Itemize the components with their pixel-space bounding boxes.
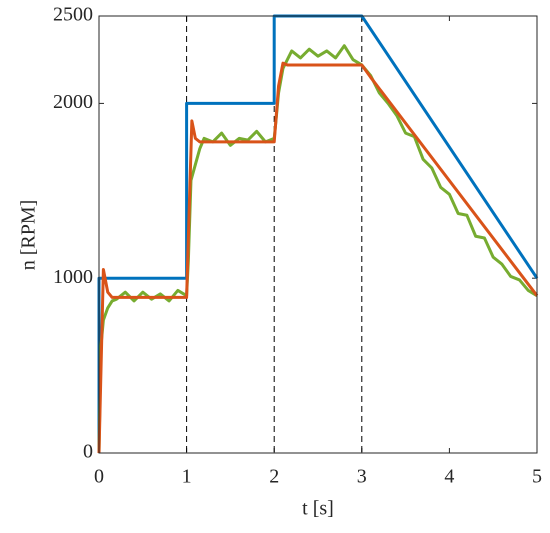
y-tick-label: 1000 (53, 266, 93, 288)
y-tick-label: 0 (83, 441, 93, 463)
x-tick-label: 0 (94, 466, 104, 488)
x-axis-label: t [s] (302, 498, 334, 520)
series-line (97, 14, 539, 453)
y-axis-label: n [RPM] (18, 200, 40, 271)
series-line (97, 61, 539, 454)
x-tick-label: 1 (182, 466, 192, 488)
plot-frame (98, 15, 538, 454)
x-tick-label: 3 (357, 466, 367, 488)
x-tick-label: 2 (269, 466, 279, 488)
x-tick-label: 4 (444, 466, 454, 488)
series-line (97, 44, 538, 454)
y-tick-label: 2500 (53, 4, 93, 26)
x-tick-label: 5 (532, 466, 542, 488)
y-tick-label: 2000 (53, 91, 93, 113)
